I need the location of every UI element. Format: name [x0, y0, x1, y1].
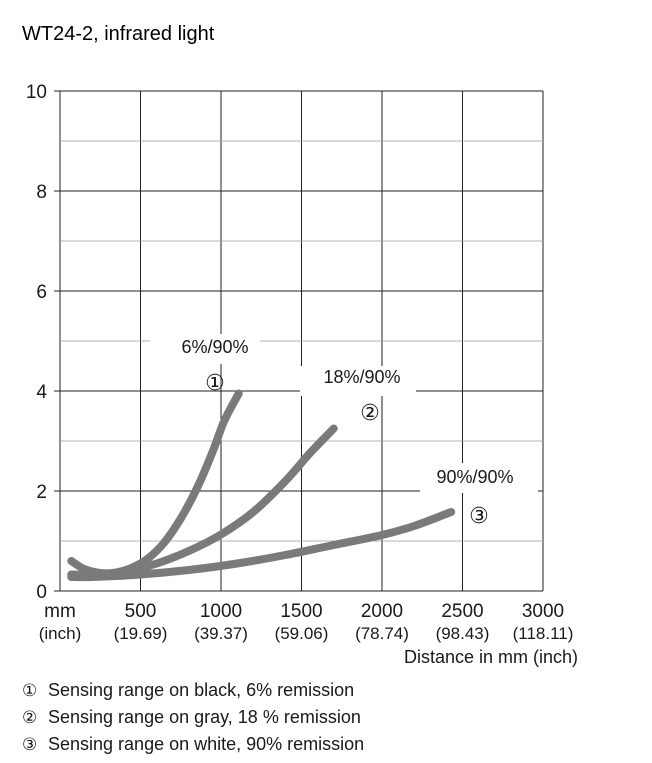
y-tick-label-3: 6 — [36, 282, 47, 303]
y-tick-label-5: 10 — [26, 82, 47, 103]
legend-item-black: ① Sensing range on black, 6% remission — [22, 677, 364, 704]
x-tick-sublabel-3: (59.06) — [275, 624, 329, 643]
y-tick-label-4: 8 — [36, 182, 47, 203]
legend-marker-2: ② — [22, 708, 38, 727]
x-tick-label-5: 2500 — [441, 601, 483, 622]
series-marker-3: ③ — [469, 503, 489, 528]
series-line-3 — [67, 508, 456, 582]
y-tick-label-1: 2 — [36, 482, 47, 503]
series-marker-1: ① — [205, 370, 225, 395]
y-tick-label-2: 4 — [36, 382, 47, 403]
x-tick-sublabel-5: (98.43) — [436, 624, 490, 643]
x-tick-sublabel-2: (39.37) — [194, 624, 248, 643]
label-mask-2 — [420, 463, 538, 493]
legend-text-3: Sensing range on white, 90% remission — [48, 734, 365, 754]
legend-text-2: Sensing range on gray, 18 % remission — [48, 707, 361, 727]
legend-text-1: Sensing range on black, 6% remission — [48, 680, 355, 700]
label-mask-0 — [150, 334, 260, 364]
series-label-1: 6%/90% — [181, 337, 248, 357]
x-tick-label-0: mm — [44, 601, 76, 622]
x-tick-sublabel-0: (inch) — [39, 624, 82, 643]
y-tick-label-0: 0 — [36, 582, 47, 603]
legend-item-white: ③ Sensing range on white, 90% remission — [22, 731, 364, 758]
annotations: 6%/90% ① 18%/90% ② 90%/90% ③ — [181, 337, 513, 528]
series-marker-2: ② — [360, 400, 380, 425]
legend-marker-1: ① — [22, 681, 38, 700]
x-tick-label-6: 3000 — [522, 601, 564, 622]
series-label-3: 90%/90% — [436, 467, 513, 487]
label-mask-1 — [300, 366, 416, 396]
legend: ① Sensing range on black, 6% remission ②… — [22, 677, 364, 758]
legend-item-gray: ② Sensing range on gray, 18 % remission — [22, 704, 364, 731]
curves — [67, 389, 456, 582]
chart-title: WT24-2, infrared light — [22, 23, 215, 45]
x-tick-label-4: 2000 — [361, 601, 403, 622]
axis-ticks: 0 2 4 6 8 10 mm (inch) 500 (19.69) 1000 (39.37) 1500… — [26, 82, 574, 643]
series-label-2: 18%/90% — [323, 367, 400, 387]
x-tick-label-3: 1500 — [280, 601, 322, 622]
x-tick-label-2: 1000 — [200, 601, 242, 622]
series-line-1 — [67, 389, 243, 578]
x-tick-label-1: 500 — [125, 601, 157, 622]
x-tick-sublabel-6: (118.11) — [513, 624, 574, 643]
x-tick-sublabel-4: (78.74) — [355, 624, 409, 643]
legend-marker-3: ③ — [22, 735, 38, 754]
x-axis-label: Distance in mm (inch) — [404, 647, 578, 667]
x-tick-sublabel-1: (19.69) — [114, 624, 168, 643]
grid — [54, 90, 544, 592]
